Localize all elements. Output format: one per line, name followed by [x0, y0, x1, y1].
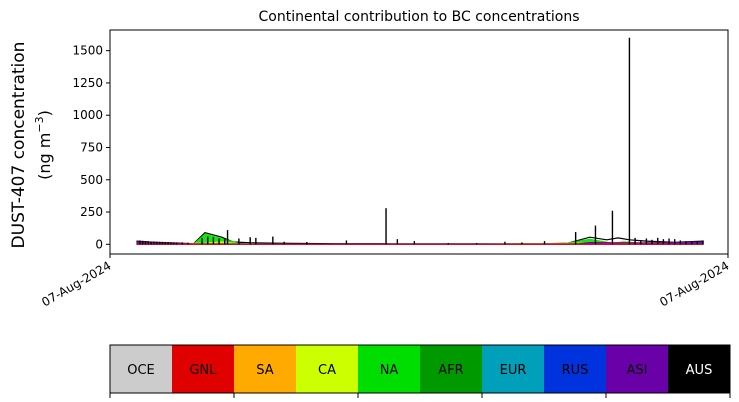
- x-axis: 07-Aug-2024 07-Aug-2024: [39, 254, 732, 309]
- legend-label-asi: ASI: [627, 363, 648, 378]
- legend-swatch-afr: [420, 345, 483, 393]
- legend-label-gnl: GNL: [189, 363, 217, 378]
- legend-label-rus: RUS: [562, 363, 589, 378]
- y-tick-label-0: 0: [95, 237, 103, 251]
- y-tick-label-4: 1000: [72, 108, 103, 122]
- legend-label-sa: SA: [256, 363, 273, 378]
- legend-label-eur: EUR: [500, 363, 527, 378]
- plot-frame: [109, 29, 729, 255]
- legend-label-afr: AFR: [438, 363, 463, 378]
- legend-frame: [109, 344, 731, 394]
- legend-label-oce: OCE: [127, 363, 155, 378]
- legend-swatch-gnl: [172, 345, 235, 393]
- legend-label-aus: AUS: [686, 363, 713, 378]
- spike-group: [139, 37, 704, 245]
- legend-swatch-asi: [606, 345, 669, 393]
- legend-swatch-sa: [234, 345, 297, 393]
- x-tick-label-1: 07-Aug-2024: [657, 258, 731, 309]
- y-axis-label-prefix: (ng m: [35, 133, 54, 180]
- y-axis-label-line2: (ng m−3): [33, 110, 54, 180]
- legend-label-ca: CA: [318, 363, 336, 378]
- y-tick-label-1: 250: [80, 205, 103, 219]
- y-tick-label-2: 500: [80, 173, 103, 187]
- chart-title: Continental contribution to BC concentra…: [258, 9, 579, 25]
- y-tick-label-3: 750: [80, 140, 103, 154]
- legend-swatch-ca: [296, 345, 359, 393]
- x-tick-label-0: 07-Aug-2024: [39, 258, 113, 309]
- y-tick-label-6: 1500: [72, 44, 103, 58]
- legend-swatch-aus: [668, 345, 731, 393]
- y-tick-label-5: 1250: [72, 76, 103, 90]
- legend-swatch-oce: [110, 345, 173, 393]
- legend-swatch-na: [358, 345, 421, 393]
- y-axis-label-line1: DUST-407 concentration: [9, 42, 29, 249]
- plot-area: [136, 37, 704, 245]
- legend-swatch-eur: [482, 345, 545, 393]
- y-axis-label-sup: −3: [33, 116, 46, 132]
- y-axis: 0 250 500 750 1000 1250 1500: [72, 44, 110, 251]
- legend-swatch-rus: [544, 345, 607, 393]
- legend-colorbar: OCE GNL SA CA NA AFR EUR RUS ASI AUS: [109, 344, 731, 398]
- area-series-group: [136, 232, 704, 245]
- y-axis-label-suffix: ): [35, 110, 54, 116]
- legend-label-na: NA: [380, 363, 399, 378]
